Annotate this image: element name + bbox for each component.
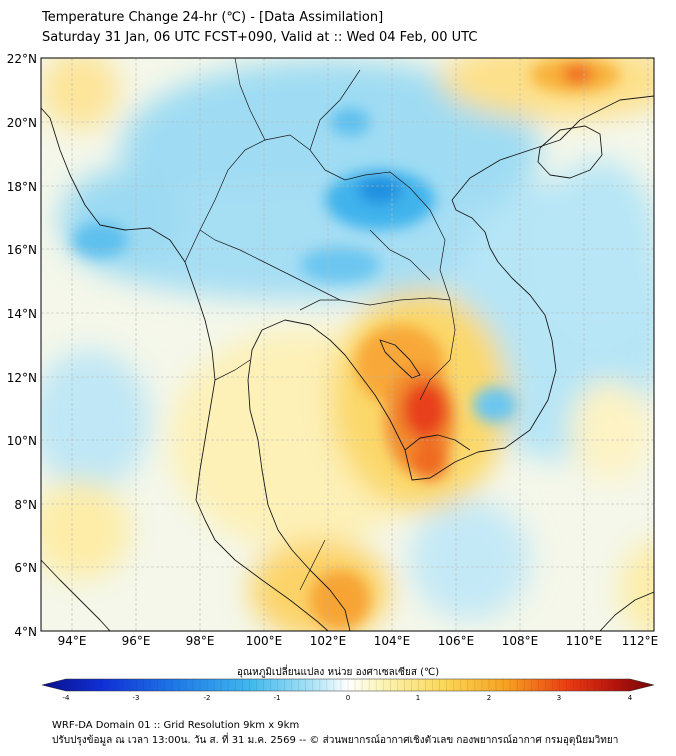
lon-label: 106°E [438,634,475,648]
lat-label: 4°N [14,625,37,639]
lon-label: 94°E [58,634,87,648]
lat-label: 6°N [14,561,37,575]
colorbar-tick-label: -2 [204,694,211,702]
lat-label: 20°N [7,116,37,130]
map-subtitle: Saturday 31 Jan, 06 UTC FCST+090, Valid … [42,30,478,45]
lon-label: 100°E [246,634,283,648]
colorbar-tick-label: 3 [557,694,561,702]
colorbar-tick-label: 1 [416,694,420,702]
lat-label: 22°N [7,52,37,66]
borders [184,58,456,591]
lon-label: 98°E [186,634,215,648]
coastlines [41,95,654,631]
colorbar-gradient [41,678,655,692]
lon-label: 112°E [622,634,659,648]
colorbar-ticks [72,679,624,691]
colorbar-tick-label: 4 [628,694,633,702]
colorbar-tick-label: -4 [63,694,71,702]
lon-label: 108°E [502,634,539,648]
colorbar: -4 -3 -2 -1 0 1 2 3 4 [41,678,655,702]
lon-label: 110°E [566,634,603,648]
lon-label: 104°E [374,634,411,648]
colorbar-tick-label: -1 [274,694,281,702]
lat-label: 18°N [7,180,37,194]
lat-label: 8°N [14,498,37,512]
lon-label: 102°E [310,634,347,648]
colorbar-tick-labels: -4 -3 -2 -1 0 1 2 3 4 [63,694,633,702]
colorbar-tick-label: 2 [487,694,491,702]
lat-label: 14°N [7,307,37,321]
lon-label: 96°E [122,634,151,648]
lat-label: 16°N [7,243,37,257]
lat-label: 12°N [7,371,37,385]
temperature-field [41,58,654,631]
colorbar-tick-label: -3 [133,694,140,702]
lat-axis: 22°N 20°N 18°N 16°N 14°N 12°N 10°N 8°N 6… [7,52,37,639]
colorbar-tick-label: 0 [346,694,350,702]
map-frame [40,57,655,632]
lat-label: 10°N [7,434,37,448]
footer-model-info: WRF-DA Domain 01 :: Grid Resolution 9km … [52,720,300,731]
lon-axis: 94°E 96°E 98°E 100°E 102°E 104°E 106°E 1… [58,634,659,648]
colorbar-label: อุณหภูมิเปลี่ยนแปลง หน่วย องศาเซลเซียส (… [236,667,440,678]
footer-credit: ปรับปรุงข้อมูล ณ เวลา 13:00น. วัน ส. ที่… [52,735,619,746]
graticule [41,58,654,631]
map-title: Temperature Change 24-hr (℃) - [Data Ass… [42,10,384,25]
